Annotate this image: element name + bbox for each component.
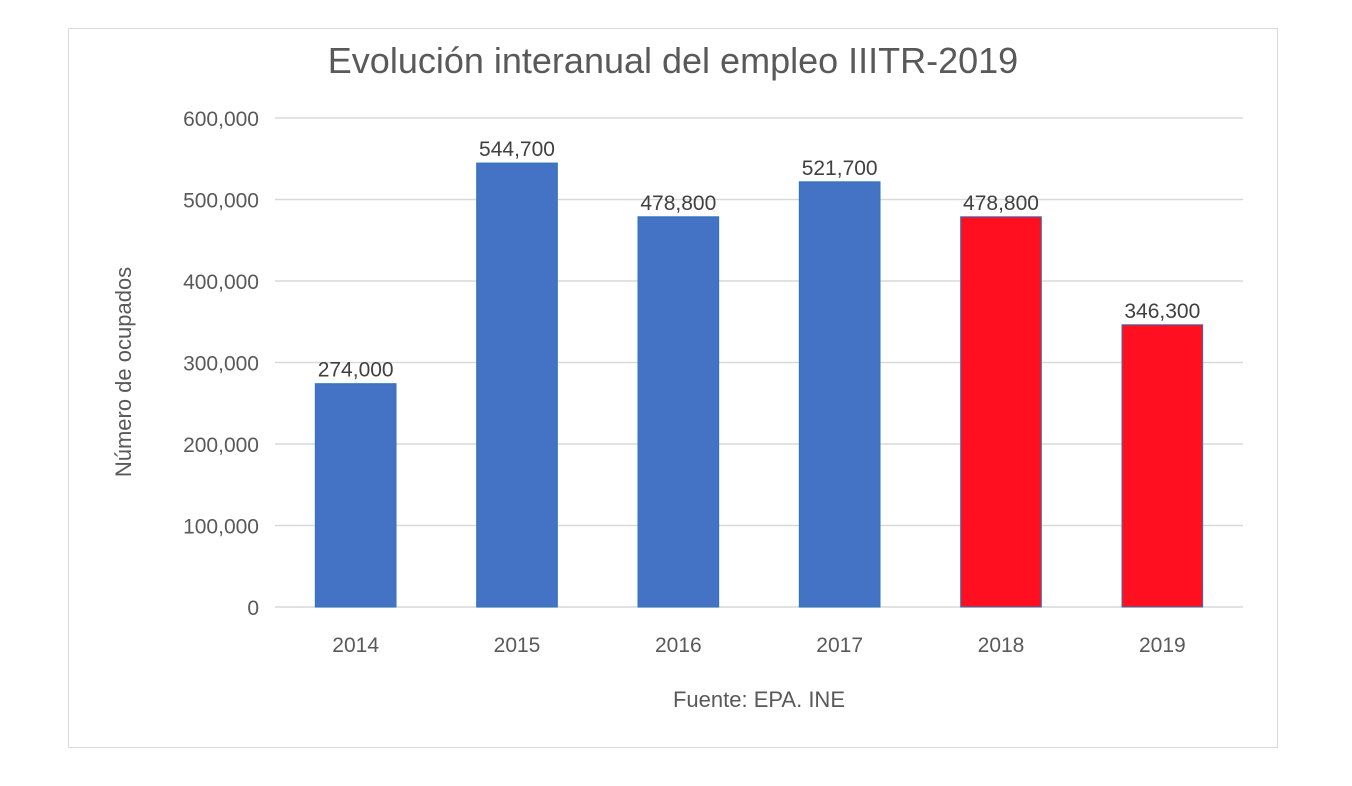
bar: [960, 216, 1042, 608]
data-label: 478,800: [963, 192, 1039, 215]
bar: [798, 181, 881, 608]
bar: [637, 216, 720, 608]
y-tick-label: 500,000: [183, 190, 259, 213]
data-label: 274,000: [318, 359, 394, 382]
y-tick-label: 200,000: [183, 434, 259, 457]
y-tick-label: 400,000: [183, 271, 259, 294]
bar: [476, 162, 558, 608]
bars: [314, 162, 1204, 608]
data-label: 346,300: [1124, 300, 1200, 323]
bar: [1121, 324, 1204, 608]
data-labels: 274,000 544,700 478,800 521,700 478,800 346,3…: [318, 138, 1201, 382]
x-axis-title: Fuente: EPA. INE: [673, 687, 845, 712]
y-tick-label: 100,000: [183, 516, 259, 539]
x-axis-ticks: 2014 2015 2016 2017 2018 2019: [332, 634, 1185, 657]
data-label: 478,800: [640, 192, 716, 215]
gridlines: [275, 117, 1243, 608]
y-axis-title: Número de ocupados: [111, 267, 136, 477]
x-tick-label: 2015: [494, 634, 541, 657]
y-tick-label: 0: [247, 597, 259, 620]
y-tick-label: 300,000: [183, 353, 259, 376]
x-tick-label: 2019: [1139, 634, 1186, 657]
bar: [314, 383, 397, 608]
x-tick-label: 2016: [655, 634, 702, 657]
y-axis-ticks: 0 100,000 200,000 300,000 400,000 500,000 600,…: [183, 108, 259, 620]
x-tick-label: 2014: [332, 634, 379, 657]
data-label: 521,700: [802, 157, 878, 180]
x-tick-label: 2018: [978, 634, 1025, 657]
chart-title: Evolución interanual del empleo IIITR-20…: [328, 40, 1018, 81]
x-tick-label: 2017: [816, 634, 863, 657]
data-label: 544,700: [479, 138, 555, 161]
y-tick-label: 600,000: [183, 108, 259, 131]
